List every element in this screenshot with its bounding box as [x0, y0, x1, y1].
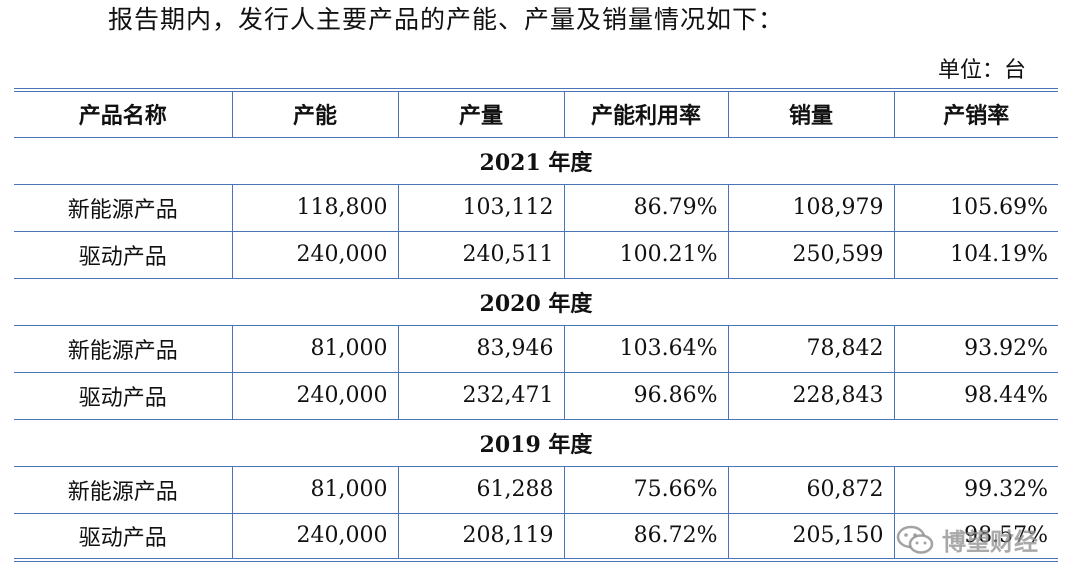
cell-sales: 250,599 — [727, 231, 894, 279]
cell-sales-rate: 93.92% — [893, 325, 1058, 373]
cell-output: 240,511 — [397, 231, 564, 279]
watermark: 博望财经 — [896, 522, 1038, 557]
cell-output: 232,471 — [397, 372, 564, 420]
cell-sales: 205,150 — [727, 513, 894, 561]
year-row-2019: 2019 年度 — [14, 419, 1058, 467]
table-row: 新能源产品 81,000 83,946 103.64% 78,842 93.92… — [14, 325, 1058, 373]
header-sales-rate: 产销率 — [893, 90, 1058, 138]
cell-utilization: 96.86% — [563, 372, 728, 420]
header-output: 产量 — [397, 90, 564, 138]
cell-sales-rate: 104.19% — [893, 231, 1058, 279]
cell-utilization: 75.66% — [563, 466, 728, 514]
year-label: 2021 年度 — [14, 137, 1058, 185]
cell-sales-rate: 99.32% — [893, 466, 1058, 514]
year-label: 2019 年度 — [14, 419, 1058, 467]
cell-product: 驱动产品 — [14, 372, 232, 420]
cell-utilization: 103.64% — [563, 325, 728, 373]
cell-product: 驱动产品 — [14, 231, 232, 279]
cell-utilization: 86.79% — [563, 184, 728, 232]
cell-sales: 60,872 — [727, 466, 894, 514]
cell-product: 驱动产品 — [14, 513, 232, 561]
wechat-icon — [896, 525, 934, 554]
cell-capacity: 240,000 — [231, 231, 398, 279]
table-row: 驱动产品 240,000 208,119 86.72% 205,150 98.5… — [14, 513, 1058, 561]
cell-capacity: 240,000 — [231, 372, 398, 420]
header-capacity: 产能 — [231, 90, 398, 138]
header-product-name: 产品名称 — [14, 90, 232, 138]
cell-product: 新能源产品 — [14, 184, 232, 232]
cell-capacity: 81,000 — [231, 325, 398, 373]
table-row: 新能源产品 118,800 103,112 86.79% 108,979 105… — [14, 184, 1058, 232]
unit-label: 单位：台 — [937, 58, 1026, 83]
header-sales: 销量 — [727, 90, 894, 138]
cell-capacity: 118,800 — [231, 184, 398, 232]
cell-utilization: 86.72% — [563, 513, 728, 561]
cell-sales-rate: 105.69% — [893, 184, 1058, 232]
cell-sales: 108,979 — [727, 184, 894, 232]
cell-output: 83,946 — [397, 325, 564, 373]
cell-utilization: 100.21% — [563, 231, 728, 279]
header-utilization: 产能利用率 — [563, 90, 728, 138]
table-row: 驱动产品 240,000 240,511 100.21% 250,599 104… — [14, 231, 1058, 279]
cell-output: 208,119 — [397, 513, 564, 561]
table-row: 新能源产品 81,000 61,288 75.66% 60,872 99.32% — [14, 466, 1058, 514]
year-label: 2020 年度 — [14, 278, 1058, 326]
cell-product: 新能源产品 — [14, 466, 232, 514]
cell-capacity: 240,000 — [231, 513, 398, 561]
cell-sales: 228,843 — [727, 372, 894, 420]
table-row: 驱动产品 240,000 232,471 96.86% 228,843 98.4… — [14, 372, 1058, 420]
capacity-table: 产品名称 产能 产量 产能利用率 销量 产销率 2021 年度 新能源产品 11… — [14, 88, 1058, 562]
table-header-row: 产品名称 产能 产量 产能利用率 销量 产销率 — [14, 90, 1058, 138]
year-row-2021: 2021 年度 — [14, 137, 1058, 185]
cell-output: 103,112 — [397, 184, 564, 232]
cell-sales: 78,842 — [727, 325, 894, 373]
cell-capacity: 81,000 — [231, 466, 398, 514]
cell-sales-rate: 98.44% — [893, 372, 1058, 420]
cell-output: 61,288 — [397, 466, 564, 514]
cell-product: 新能源产品 — [14, 325, 232, 373]
watermark-text: 博望财经 — [942, 528, 1038, 556]
intro-text: 报告期内，发行人主要产品的产能、产量及销量情况如下： — [108, 5, 785, 34]
year-row-2020: 2020 年度 — [14, 278, 1058, 326]
